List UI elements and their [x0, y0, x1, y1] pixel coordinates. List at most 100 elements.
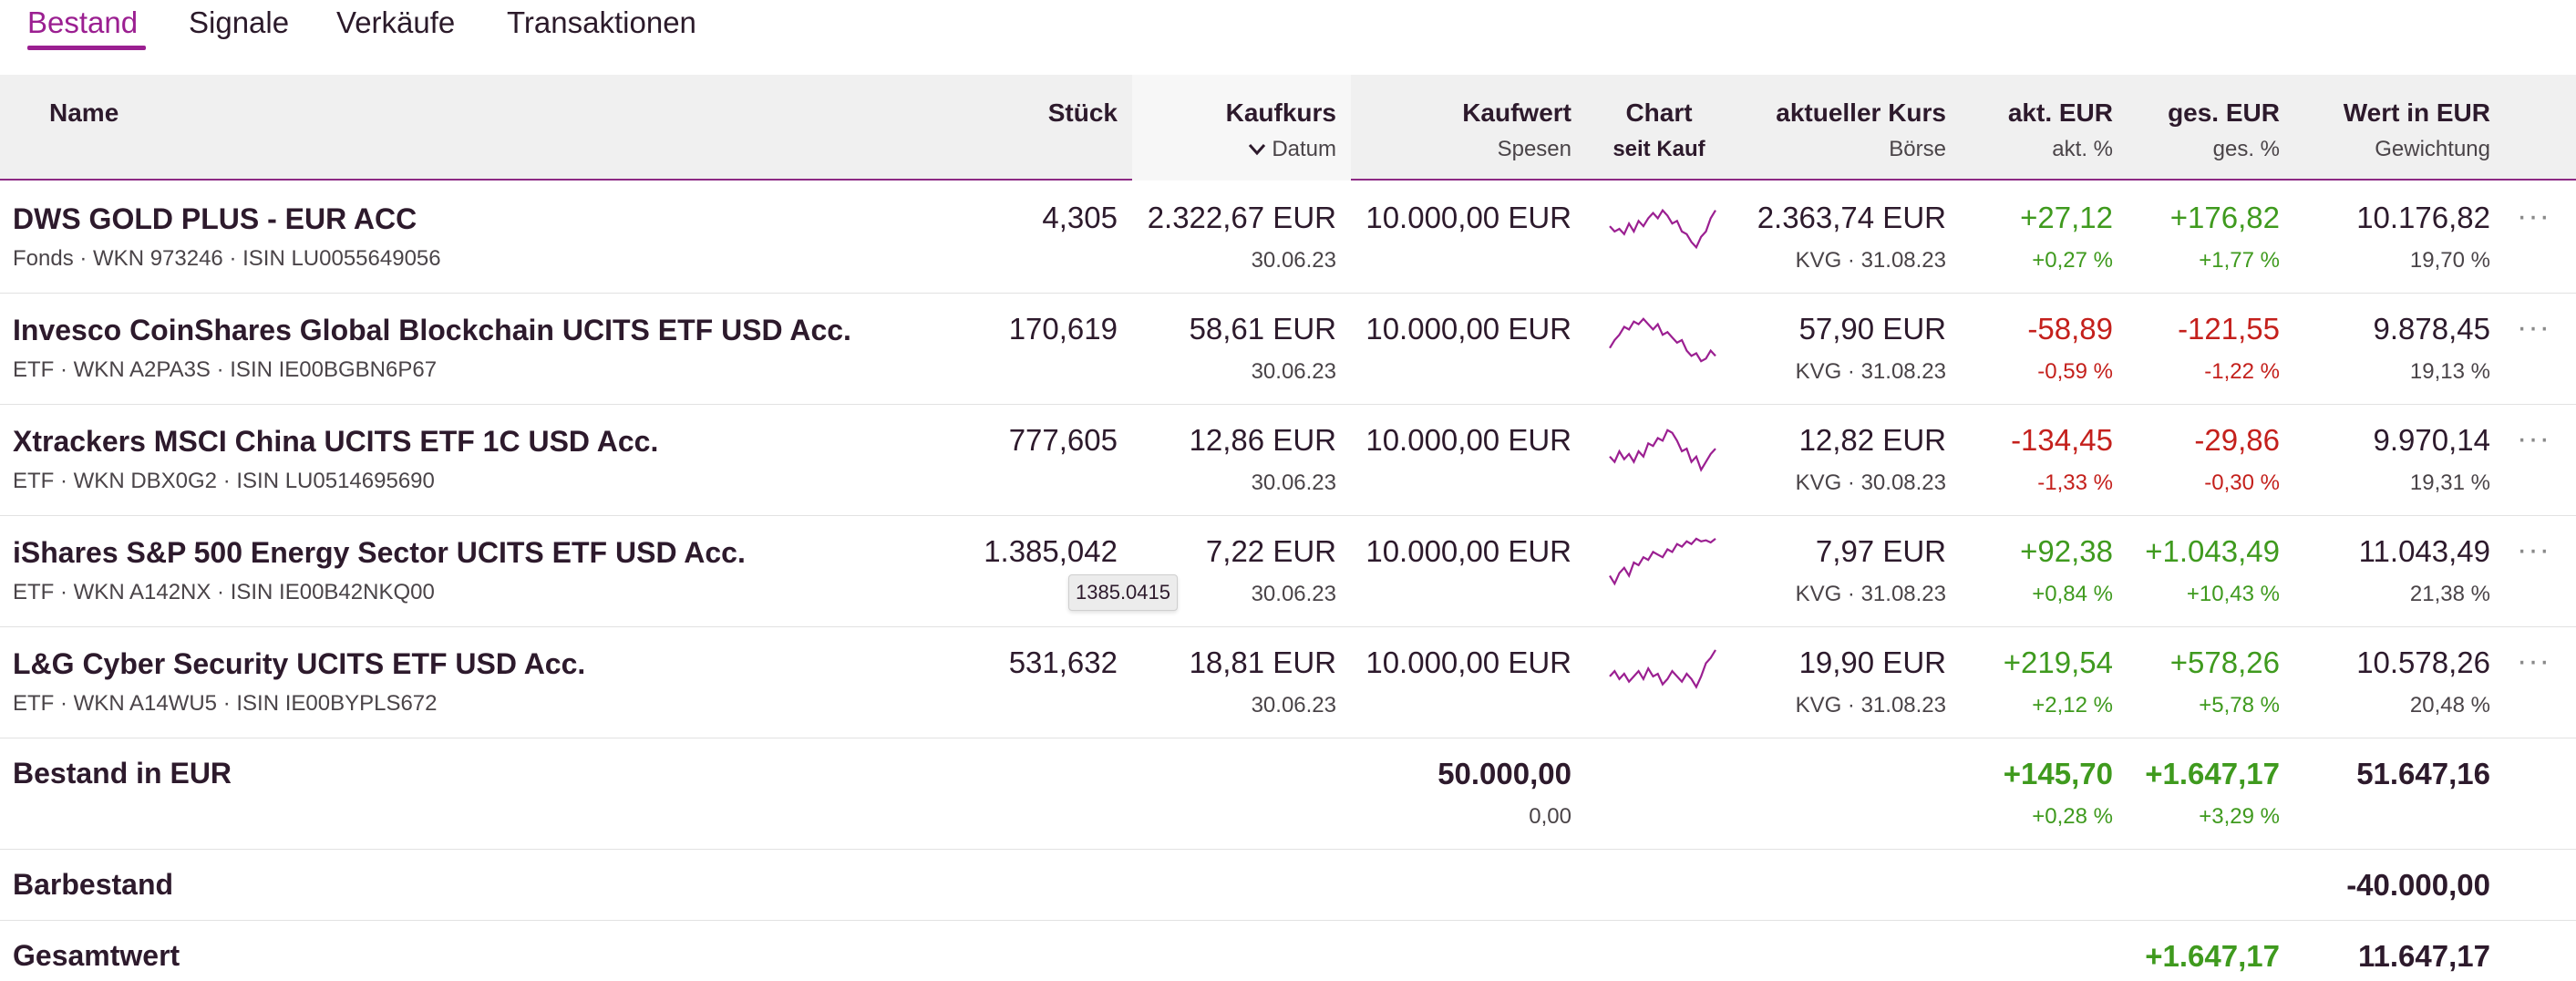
barbestand-wert: -40.000,00 [2346, 868, 2490, 902]
header-aktueller-kurs[interactable]: aktueller Kurs [1776, 98, 1946, 127]
boerse-value: KVG · 30.08.23 [1795, 470, 1946, 495]
wert-value: 9.878,45 [2373, 312, 2490, 346]
more-options-icon[interactable]: ··· [2517, 644, 2550, 678]
table-header: Name Stück Kaufkurs Datum Kaufwert Spese… [0, 75, 2576, 181]
header-stueck[interactable]: Stück [1047, 98, 1118, 127]
stueck-value: 170,619 [1008, 312, 1118, 346]
security-meta: ETF · WKN A2PA3S · ISIN IE00BGBN6P67 [13, 357, 438, 382]
header-akt-pct[interactable]: akt. % [2052, 137, 2113, 161]
bestand-akt-pct: +0,28 % [2032, 804, 2113, 829]
ges-pct-value: -1,22 % [2204, 359, 2280, 384]
ges-eur-value: +176,82 [2169, 201, 2280, 234]
bestand-summary-row: Bestand in EUR 50.000,00 0,00 +145,70 +0… [0, 738, 2576, 850]
gewichtung-value: 19,31 % [2409, 470, 2490, 495]
gewichtung-value: 21,38 % [2409, 582, 2490, 606]
bestand-wert: 51.647,16 [2356, 757, 2490, 790]
wert-value: 11.043,49 [2358, 534, 2490, 568]
header-akt-eur[interactable]: akt. EUR [2007, 98, 2113, 127]
header-spesen[interactable]: Spesen [1497, 137, 1571, 161]
boerse-value: KVG · 31.08.23 [1795, 582, 1946, 606]
bestand-ges-pct: +3,29 % [2199, 804, 2280, 829]
akt-eur-value: +27,12 [2020, 201, 2113, 234]
more-options-icon[interactable]: ··· [2517, 421, 2550, 456]
security-name[interactable]: DWS GOLD PLUS - EUR ACC [13, 202, 417, 235]
sparkline-line [1609, 317, 1716, 363]
table-row[interactable]: DWS GOLD PLUS - EUR ACC Fonds · WKN 9732… [0, 182, 2576, 294]
sparkline-line [1609, 208, 1716, 250]
gesamtwert-row: Gesamtwert +1.647,17 11.647,17 [0, 921, 2576, 981]
header-chart[interactable]: Chart [1625, 98, 1693, 127]
stueck-value: 531,632 [1008, 645, 1118, 679]
sparkline-chart[interactable] [1606, 421, 1719, 481]
security-name[interactable]: Invesco CoinShares Global Blockchain UCI… [13, 314, 851, 346]
table-row[interactable]: L&G Cyber Security UCITS ETF USD Acc. ET… [0, 627, 2576, 738]
gewichtung-value: 19,13 % [2409, 359, 2490, 384]
header-wert[interactable]: Wert in EUR [2343, 98, 2490, 127]
akt-pct-value: -0,59 % [2037, 359, 2113, 384]
security-name[interactable]: Xtrackers MSCI China UCITS ETF 1C USD Ac… [13, 425, 659, 458]
header-seit-kauf[interactable]: seit Kauf [1613, 137, 1705, 161]
security-meta: ETF · WKN A14WU5 · ISIN IE00BYPLS672 [13, 691, 438, 716]
kaufkurs-value: 18,81 EUR [1189, 645, 1336, 679]
bestand-akt-eur: +145,70 [2003, 757, 2113, 790]
aktueller-kurs-value: 57,90 EUR [1798, 312, 1946, 346]
sparkline-chart[interactable] [1606, 644, 1719, 704]
akt-eur-value: -58,89 [2027, 312, 2113, 346]
tab-signale[interactable]: Signale [189, 5, 290, 39]
ges-eur-value: +578,26 [2169, 645, 2280, 679]
ges-pct-value: +10,43 % [2186, 582, 2280, 606]
tab-bar: Bestand Signale Verkäufe Transaktionen [0, 0, 2576, 75]
sparkline-chart[interactable] [1606, 310, 1719, 370]
akt-pct-value: -1,33 % [2037, 470, 2113, 495]
tab-bestand[interactable]: Bestand [27, 5, 139, 39]
header-name[interactable]: Name [49, 98, 119, 127]
barbestand-row: Barbestand -40.000,00 [0, 850, 2576, 921]
header-kaufwert[interactable]: Kaufwert [1462, 98, 1571, 127]
stueck-value: 4,305 [1042, 201, 1118, 234]
ges-pct-value: +1,77 % [2199, 248, 2280, 273]
wert-value: 10.578,26 [2356, 645, 2490, 679]
bestand-kaufwert: 50.000,00 [1437, 757, 1571, 790]
kaufkurs-value: 2.322,67 EUR [1147, 201, 1336, 234]
tab-transaktionen[interactable]: Transaktionen [507, 5, 696, 39]
more-options-icon[interactable]: ··· [2517, 532, 2550, 567]
table-row[interactable]: iShares S&P 500 Energy Sector UCITS ETF … [0, 516, 2576, 627]
sparkline-chart[interactable] [1606, 532, 1719, 593]
stueck-value: 1.385,042 [984, 534, 1118, 568]
security-meta: Fonds · WKN 973246 · ISIN LU0055649056 [13, 246, 441, 271]
header-datum: Datum [1272, 137, 1336, 161]
tab-verkaeufe[interactable]: Verkäufe [336, 5, 456, 39]
header-gewichtung[interactable]: Gewichtung [2375, 137, 2490, 161]
sparkline-chart[interactable] [1606, 199, 1719, 259]
kaufwert-value: 10.000,00 EUR [1365, 312, 1571, 346]
gesamtwert-ges-eur: +1.647,17 [2145, 939, 2280, 973]
more-options-icon[interactable]: ··· [2517, 310, 2550, 345]
header-boerse[interactable]: Börse [1889, 137, 1946, 161]
boerse-value: KVG · 31.08.23 [1795, 693, 1946, 718]
table-row[interactable]: Invesco CoinShares Global Blockchain UCI… [0, 294, 2576, 405]
header-kaufkurs[interactable]: Kaufkurs [1225, 98, 1336, 127]
akt-eur-value: +219,54 [2003, 645, 2113, 679]
header-ges-eur[interactable]: ges. EUR [2168, 98, 2280, 127]
barbestand-label: Barbestand [13, 868, 174, 901]
kaufkurs-value: 12,86 EUR [1189, 423, 1336, 457]
table-row[interactable]: Xtrackers MSCI China UCITS ETF 1C USD Ac… [0, 405, 2576, 516]
kaufdatum-value: 30.06.23 [1251, 470, 1336, 495]
wert-value: 9.970,14 [2373, 423, 2490, 457]
kaufdatum-value: 30.06.23 [1251, 359, 1336, 384]
ges-pct-value: +5,78 % [2199, 693, 2280, 718]
header-datum-sort[interactable]: Datum [1248, 137, 1336, 162]
security-name[interactable]: L&G Cyber Security UCITS ETF USD Acc. [13, 647, 586, 680]
aktueller-kurs-value: 12,82 EUR [1798, 423, 1946, 457]
akt-pct-value: +0,84 % [2032, 582, 2113, 606]
security-meta: ETF · WKN A142NX · ISIN IE00B42NKQ00 [13, 580, 435, 604]
security-meta: ETF · WKN DBX0G2 · ISIN LU0514695690 [13, 469, 435, 493]
sorted-column-highlight [1132, 75, 1351, 181]
stueck-tooltip: 1385.0415 [1068, 574, 1178, 611]
security-name[interactable]: iShares S&P 500 Energy Sector UCITS ETF … [13, 536, 746, 569]
more-options-icon[interactable]: ··· [2517, 199, 2550, 233]
akt-eur-value: -134,45 [2011, 423, 2113, 457]
akt-pct-value: +2,12 % [2032, 693, 2113, 718]
header-ges-pct[interactable]: ges. % [2212, 137, 2280, 161]
kaufwert-value: 10.000,00 EUR [1365, 534, 1571, 568]
